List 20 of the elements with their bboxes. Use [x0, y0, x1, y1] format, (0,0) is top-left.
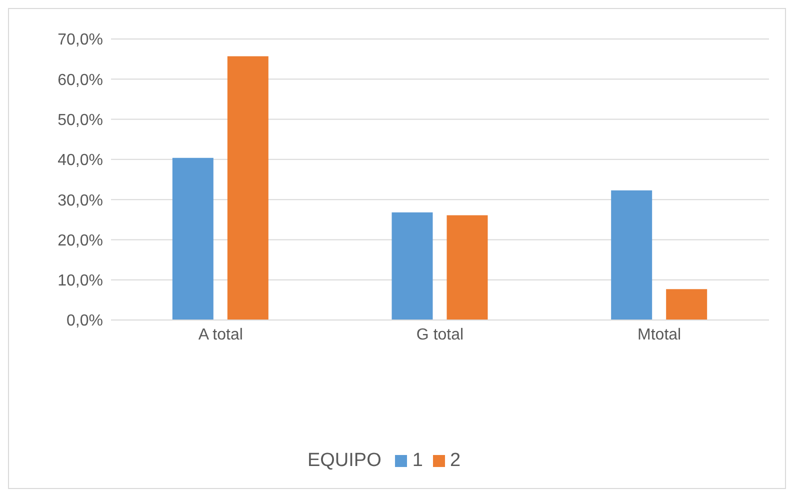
x-tick-label: A total [198, 326, 243, 344]
legend-title: EQUIPO [307, 450, 382, 472]
bar [666, 289, 708, 320]
x-tick-label: Mtotal [638, 326, 682, 344]
y-tick-label: 30,0% [58, 192, 103, 210]
bar [172, 158, 214, 320]
y-tick-label: 40,0% [58, 152, 103, 170]
y-tick-label: 0,0% [66, 312, 103, 330]
bar [446, 215, 488, 320]
bar [227, 56, 268, 320]
y-tick-label: 60,0% [58, 72, 103, 89]
legend-label: 1 [411, 450, 423, 472]
y-tick-label: 50,0% [58, 112, 103, 129]
y-tick-label: 20,0% [58, 232, 103, 250]
y-tick-label: 10,0% [58, 272, 103, 290]
x-tick-label: G total [416, 326, 464, 344]
legend-label: 2 [448, 450, 461, 472]
bar [392, 212, 433, 320]
bar [611, 190, 652, 320]
y-tick-label: 70,0% [58, 32, 103, 49]
